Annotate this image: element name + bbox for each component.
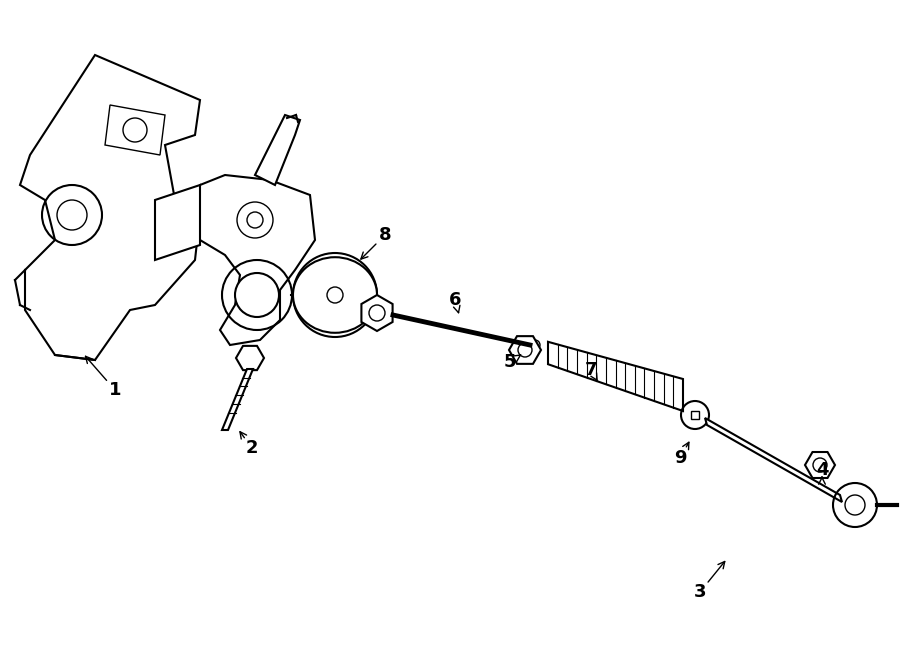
Text: 8: 8 [379, 226, 392, 244]
Ellipse shape [293, 257, 377, 332]
Polygon shape [222, 369, 253, 430]
Polygon shape [509, 336, 541, 364]
Text: 3: 3 [694, 583, 706, 601]
Polygon shape [20, 55, 200, 360]
Circle shape [235, 273, 279, 317]
Text: 6: 6 [449, 291, 461, 309]
Polygon shape [705, 418, 842, 502]
Polygon shape [236, 346, 264, 370]
Text: 1: 1 [109, 381, 122, 399]
Polygon shape [255, 115, 300, 185]
Polygon shape [195, 175, 315, 345]
Polygon shape [548, 342, 683, 411]
Text: 5: 5 [504, 353, 517, 371]
Text: 2: 2 [246, 439, 258, 457]
Bar [691, 411, 699, 419]
Text: 4: 4 [815, 461, 828, 479]
Polygon shape [805, 452, 835, 478]
Polygon shape [105, 105, 165, 155]
Text: 9: 9 [674, 449, 686, 467]
Polygon shape [362, 295, 392, 331]
Text: 7: 7 [585, 361, 598, 379]
Polygon shape [155, 185, 200, 260]
